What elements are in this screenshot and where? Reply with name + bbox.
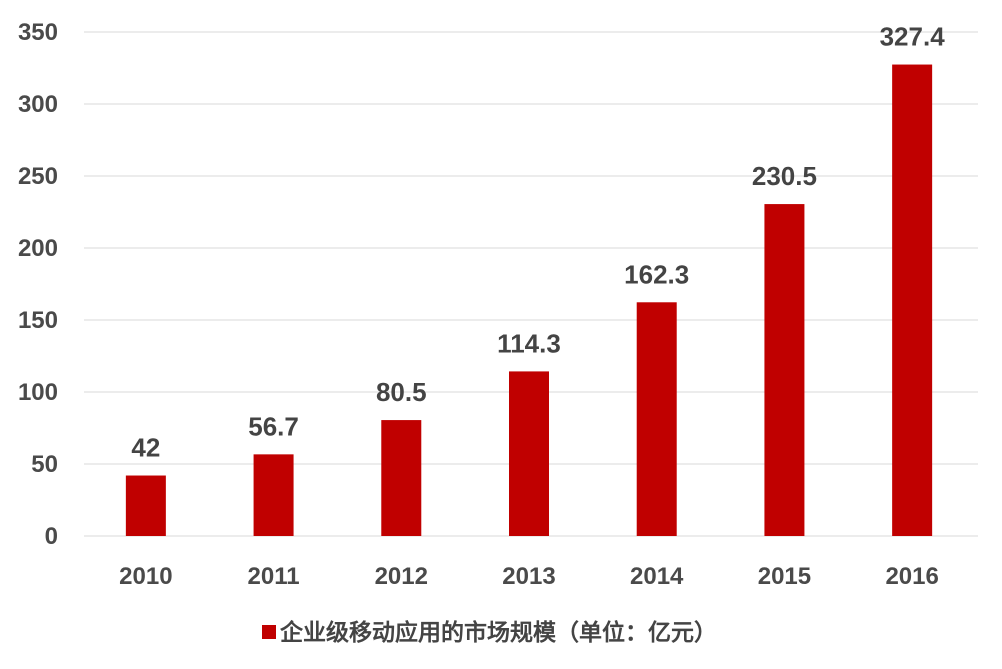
- data-label: 42: [131, 433, 160, 463]
- data-label: 230.5: [752, 161, 817, 191]
- bar: [636, 302, 677, 536]
- y-tick-label: 0: [45, 523, 58, 550]
- x-tick-label: 2012: [375, 563, 428, 590]
- legend-swatch: [262, 625, 276, 639]
- data-label: 162.3: [624, 259, 689, 289]
- y-tick-label: 300: [18, 91, 58, 118]
- data-label: 114.3: [497, 328, 561, 358]
- bar: [125, 475, 166, 536]
- legend: 企业级移动应用的市场规模（单位：亿元）: [262, 619, 717, 646]
- bar: [381, 420, 422, 536]
- data-label: 56.7: [248, 411, 299, 441]
- x-tick-label: 2011: [248, 563, 300, 590]
- x-axis-tick-labels: 2010 2011 2012 2013 2014 2015 2016: [119, 563, 939, 590]
- bar: [509, 371, 549, 536]
- bar: [892, 64, 933, 536]
- data-label: 327.4: [880, 22, 946, 52]
- y-axis-tick-labels: 0 50 100 150 200 250 300 350: [18, 19, 58, 550]
- bar: [253, 454, 294, 536]
- y-tick-label: 50: [31, 451, 58, 478]
- y-tick-label: 200: [18, 235, 58, 262]
- bars: [125, 64, 933, 536]
- data-label: 80.5: [376, 377, 427, 407]
- data-labels: 42 56.7 80.5 114.3 162.3 230.5 327.4: [131, 22, 945, 463]
- y-tick-label: 350: [18, 19, 58, 46]
- x-tick-label: 2010: [119, 563, 172, 590]
- y-tick-label: 150: [18, 307, 58, 334]
- y-tick-label: 250: [18, 163, 58, 190]
- x-tick-label: 2013: [502, 563, 555, 590]
- x-tick-label: 2016: [885, 563, 938, 590]
- legend-label: 企业级移动应用的市场规模（单位：亿元）: [279, 619, 717, 646]
- bar: [764, 204, 805, 536]
- y-tick-label: 100: [18, 379, 58, 406]
- x-tick-label: 2014: [630, 563, 684, 590]
- x-tick-label: 2015: [758, 563, 811, 590]
